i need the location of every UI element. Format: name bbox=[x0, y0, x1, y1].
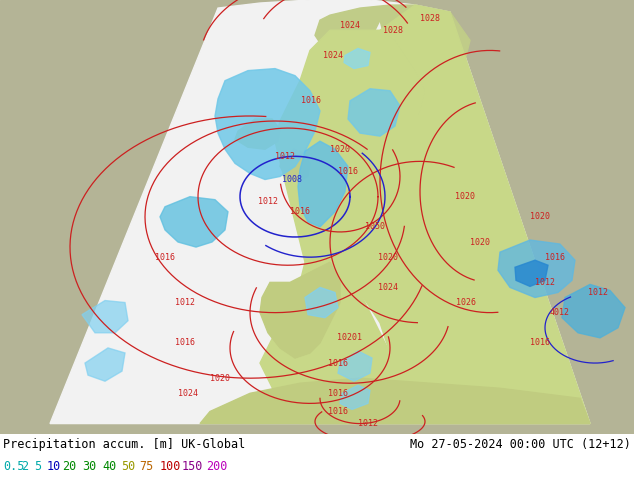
Polygon shape bbox=[215, 69, 320, 179]
Text: 1008: 1008 bbox=[282, 175, 302, 184]
Text: 10201: 10201 bbox=[337, 333, 363, 343]
Polygon shape bbox=[348, 89, 400, 136]
Text: 1020: 1020 bbox=[378, 253, 398, 262]
Polygon shape bbox=[340, 385, 370, 410]
Polygon shape bbox=[82, 300, 128, 333]
Text: Precipitation accum. [m] UK-Global: Precipitation accum. [m] UK-Global bbox=[3, 438, 245, 451]
Text: 20: 20 bbox=[62, 460, 76, 473]
Text: 1024: 1024 bbox=[378, 283, 398, 292]
Text: 1020: 1020 bbox=[330, 145, 350, 154]
Text: 40: 40 bbox=[102, 460, 116, 473]
Polygon shape bbox=[338, 351, 372, 381]
Polygon shape bbox=[85, 348, 125, 381]
Text: 1016: 1016 bbox=[301, 97, 321, 105]
Text: 1028: 1028 bbox=[383, 26, 403, 35]
Polygon shape bbox=[280, 149, 310, 181]
Text: 2: 2 bbox=[21, 460, 28, 473]
Text: 1012: 1012 bbox=[175, 298, 195, 307]
Text: 1016: 1016 bbox=[290, 207, 310, 216]
Text: 1012: 1012 bbox=[275, 152, 295, 161]
Text: 150: 150 bbox=[182, 460, 204, 473]
Polygon shape bbox=[260, 30, 430, 423]
Polygon shape bbox=[305, 288, 338, 318]
Text: 75: 75 bbox=[139, 460, 153, 473]
Text: 1026: 1026 bbox=[456, 298, 476, 307]
Polygon shape bbox=[50, 0, 590, 423]
Text: 1016: 1016 bbox=[530, 339, 550, 347]
Text: 1016: 1016 bbox=[545, 253, 565, 262]
Text: 1016: 1016 bbox=[328, 359, 348, 368]
Polygon shape bbox=[380, 5, 470, 136]
Polygon shape bbox=[260, 262, 340, 358]
Text: 1024: 1024 bbox=[340, 21, 360, 30]
Text: 100: 100 bbox=[160, 460, 181, 473]
Polygon shape bbox=[200, 378, 590, 423]
Text: 10: 10 bbox=[47, 460, 61, 473]
Text: 1012: 1012 bbox=[358, 419, 378, 428]
Text: 1012: 1012 bbox=[588, 288, 608, 297]
Polygon shape bbox=[160, 196, 228, 247]
Text: 5: 5 bbox=[34, 460, 41, 473]
Polygon shape bbox=[298, 141, 348, 227]
Text: 1012: 1012 bbox=[535, 278, 555, 287]
Text: 30: 30 bbox=[82, 460, 96, 473]
Polygon shape bbox=[344, 49, 370, 69]
Text: 200: 200 bbox=[206, 460, 228, 473]
Text: 50: 50 bbox=[121, 460, 135, 473]
Polygon shape bbox=[235, 119, 280, 149]
Text: 1020: 1020 bbox=[455, 192, 475, 201]
Text: 1024: 1024 bbox=[178, 389, 198, 398]
Text: 0.5: 0.5 bbox=[3, 460, 24, 473]
Text: 1028: 1028 bbox=[420, 14, 440, 23]
Text: Mo 27-05-2024 00:00 UTC (12+12): Mo 27-05-2024 00:00 UTC (12+12) bbox=[410, 438, 631, 451]
Text: 1012: 1012 bbox=[258, 197, 278, 206]
Text: 4012: 4012 bbox=[550, 308, 570, 317]
Polygon shape bbox=[315, 5, 390, 60]
Polygon shape bbox=[498, 240, 575, 297]
Text: 1020: 1020 bbox=[210, 374, 230, 383]
Text: 1020: 1020 bbox=[530, 212, 550, 221]
Text: 1016: 1016 bbox=[155, 253, 175, 262]
Polygon shape bbox=[360, 5, 590, 423]
Text: 1050: 1050 bbox=[365, 222, 385, 231]
Polygon shape bbox=[515, 260, 548, 287]
Text: 1016: 1016 bbox=[175, 339, 195, 347]
Polygon shape bbox=[562, 284, 625, 338]
Text: 1020: 1020 bbox=[470, 238, 490, 246]
Text: 1024: 1024 bbox=[323, 51, 343, 60]
Text: 1016: 1016 bbox=[328, 407, 348, 416]
Text: 1016: 1016 bbox=[328, 389, 348, 398]
Text: 1016: 1016 bbox=[338, 167, 358, 176]
